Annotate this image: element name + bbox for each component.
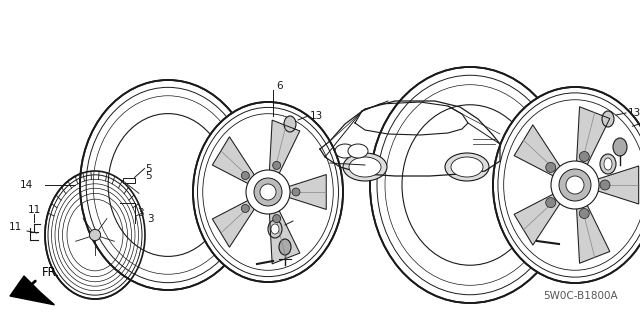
Ellipse shape bbox=[273, 161, 281, 169]
Text: 5: 5 bbox=[145, 164, 152, 174]
Polygon shape bbox=[269, 120, 300, 177]
Ellipse shape bbox=[241, 172, 250, 180]
Text: 9: 9 bbox=[586, 163, 593, 173]
Ellipse shape bbox=[193, 102, 343, 282]
Ellipse shape bbox=[579, 209, 589, 219]
Ellipse shape bbox=[260, 184, 276, 200]
Ellipse shape bbox=[579, 152, 589, 161]
Text: 6: 6 bbox=[276, 81, 283, 91]
Ellipse shape bbox=[451, 157, 483, 177]
Ellipse shape bbox=[273, 215, 281, 223]
Ellipse shape bbox=[613, 138, 627, 156]
Text: FR.: FR. bbox=[42, 265, 60, 278]
Ellipse shape bbox=[551, 161, 599, 209]
Polygon shape bbox=[514, 192, 562, 245]
Text: 11: 11 bbox=[9, 222, 22, 232]
Ellipse shape bbox=[348, 144, 368, 158]
Ellipse shape bbox=[90, 229, 100, 241]
Ellipse shape bbox=[546, 198, 556, 208]
Ellipse shape bbox=[335, 144, 355, 158]
Ellipse shape bbox=[343, 153, 387, 181]
Text: 4: 4 bbox=[547, 249, 554, 259]
Polygon shape bbox=[10, 276, 54, 305]
Ellipse shape bbox=[604, 158, 612, 170]
Ellipse shape bbox=[559, 169, 591, 201]
Ellipse shape bbox=[600, 154, 616, 174]
Text: 13: 13 bbox=[310, 111, 323, 121]
Text: 4: 4 bbox=[257, 267, 263, 277]
Text: 3: 3 bbox=[137, 208, 143, 218]
Polygon shape bbox=[595, 166, 639, 204]
Text: 12: 12 bbox=[276, 264, 290, 274]
Ellipse shape bbox=[493, 87, 640, 283]
Polygon shape bbox=[212, 199, 257, 247]
Ellipse shape bbox=[546, 162, 556, 172]
Ellipse shape bbox=[246, 170, 290, 214]
Text: 14: 14 bbox=[20, 180, 33, 190]
Polygon shape bbox=[514, 125, 562, 177]
Text: 9: 9 bbox=[295, 216, 301, 226]
Ellipse shape bbox=[600, 180, 610, 190]
Text: 13: 13 bbox=[628, 108, 640, 118]
Text: 5W0C-B1800A: 5W0C-B1800A bbox=[543, 291, 618, 301]
Ellipse shape bbox=[241, 204, 250, 212]
Text: 5: 5 bbox=[145, 171, 152, 181]
Ellipse shape bbox=[602, 111, 614, 127]
Text: 12: 12 bbox=[611, 164, 625, 174]
Polygon shape bbox=[577, 107, 610, 168]
Ellipse shape bbox=[279, 239, 291, 255]
Ellipse shape bbox=[45, 171, 145, 299]
Text: 3: 3 bbox=[147, 214, 154, 224]
Ellipse shape bbox=[284, 116, 296, 132]
Ellipse shape bbox=[370, 67, 570, 303]
FancyBboxPatch shape bbox=[122, 177, 134, 182]
Ellipse shape bbox=[349, 157, 381, 177]
Polygon shape bbox=[212, 137, 257, 185]
Ellipse shape bbox=[566, 176, 584, 194]
Polygon shape bbox=[577, 202, 610, 263]
Ellipse shape bbox=[445, 153, 489, 181]
Polygon shape bbox=[285, 174, 326, 209]
Ellipse shape bbox=[254, 178, 282, 206]
Ellipse shape bbox=[80, 80, 256, 290]
Ellipse shape bbox=[292, 188, 300, 196]
Text: 15: 15 bbox=[305, 158, 318, 168]
Ellipse shape bbox=[271, 224, 279, 234]
Text: 11: 11 bbox=[28, 205, 41, 215]
Polygon shape bbox=[269, 207, 300, 264]
Ellipse shape bbox=[268, 220, 282, 238]
